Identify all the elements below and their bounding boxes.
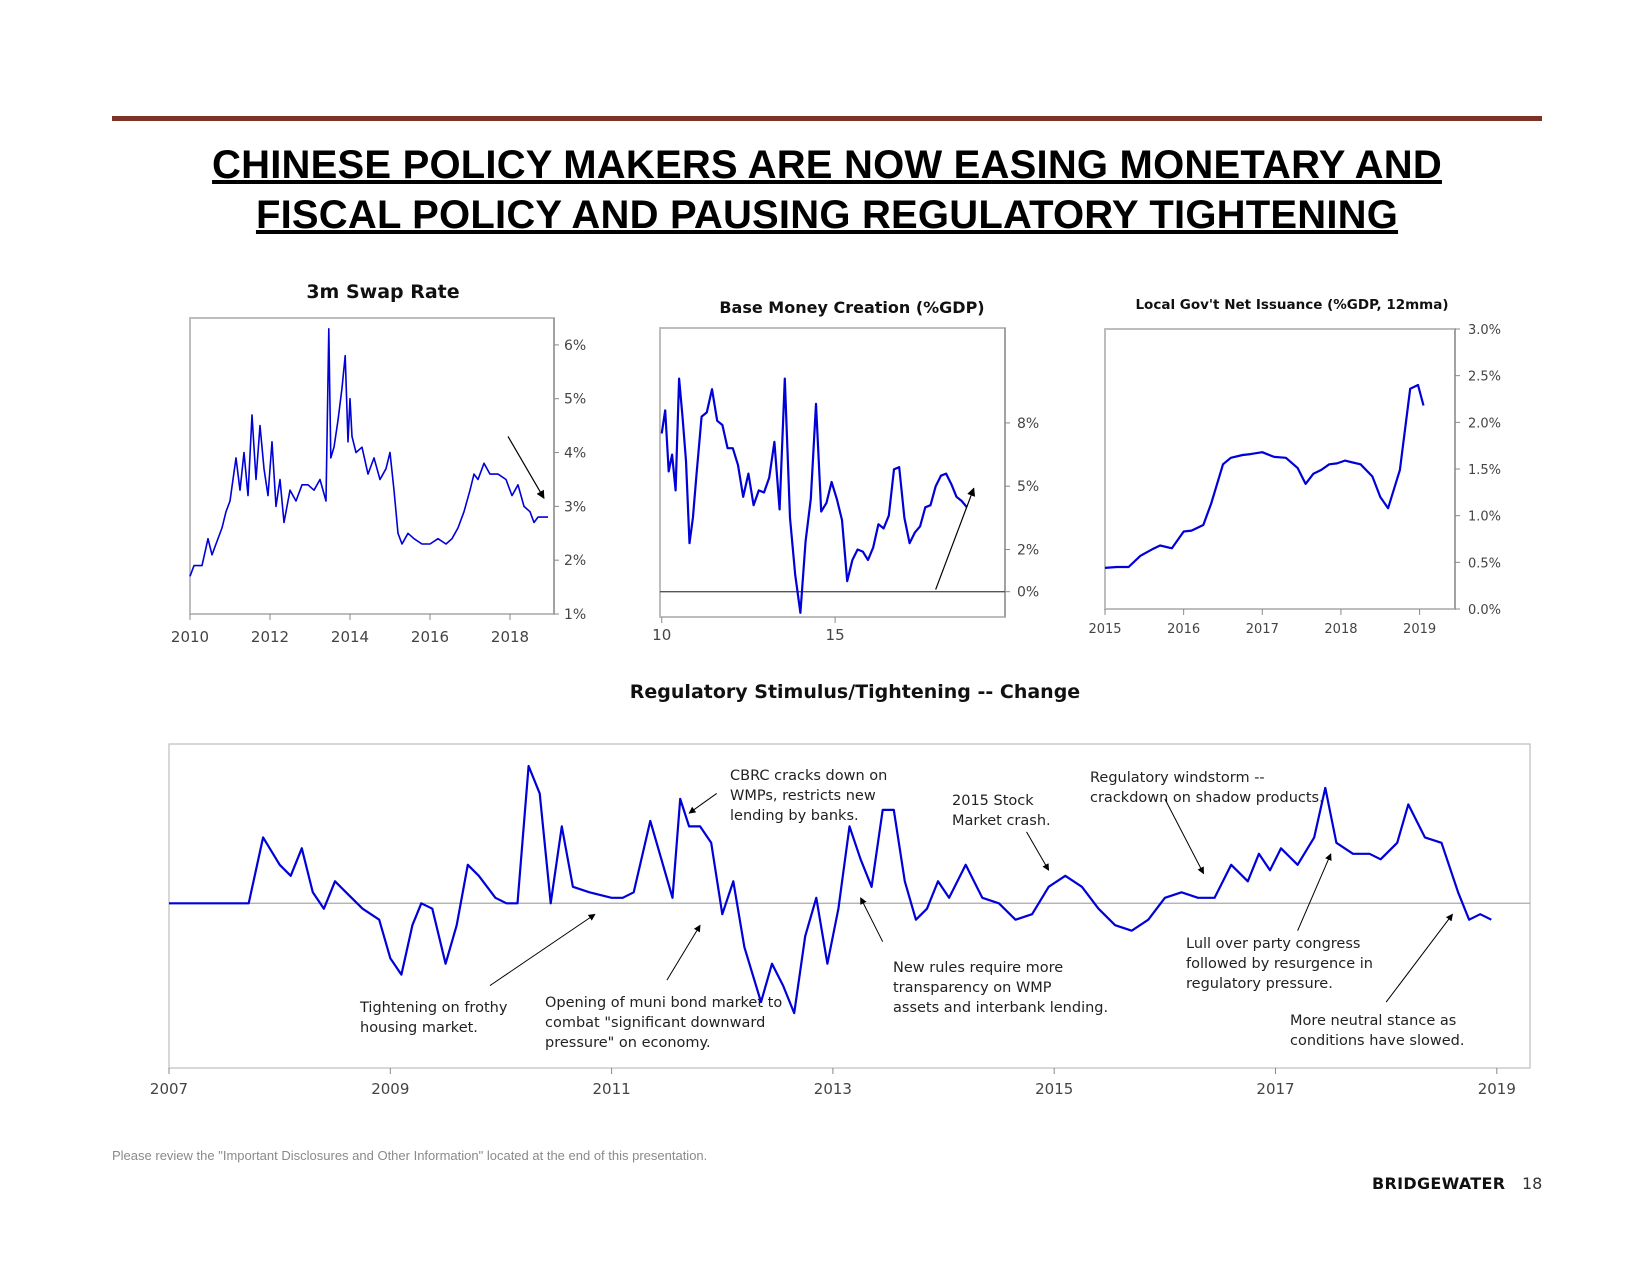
annotation-text: New rules require more (893, 960, 1063, 976)
base_money-frame (659, 327, 1006, 618)
regulatory-x-tick-label: 2019 (1478, 1080, 1516, 1098)
regulatory-x-tick-label: 2009 (371, 1080, 409, 1098)
annotation-arrow (1385, 913, 1453, 1003)
base_money-series-line (660, 377, 968, 614)
annotation-arrow (1164, 798, 1205, 875)
local_gov-title: Local Gov't Net Issuance (%GDP, 12mma) (1135, 297, 1448, 313)
swap-y-tick-label: 6% (564, 338, 586, 354)
swap-x-tick-label: 2018 (491, 628, 529, 646)
annotation-text: conditions have slowed. (1290, 1033, 1464, 1049)
local_gov-y-tick-label: 3.0% (1468, 323, 1501, 338)
base_money-y-tick-label: 5% (1017, 479, 1039, 495)
local_gov-x-tick-label: 2016 (1167, 622, 1200, 637)
local_gov-y-tick-label: 0.5% (1468, 556, 1501, 571)
annotation-text: assets and interbank lending. (893, 1000, 1108, 1016)
annotation-text: pressure" on economy. (545, 1035, 711, 1051)
swap-y-tick-label: 5% (564, 392, 586, 408)
regulatory-x-tick-label: 2015 (1035, 1080, 1073, 1098)
base_money-x-tick-label: 15 (826, 626, 845, 644)
annotation-arrow (688, 793, 718, 814)
swap-series-line (189, 327, 548, 577)
swap-x-tick-label: 2014 (331, 628, 369, 646)
header-rule (112, 116, 1542, 121)
local_gov-x-tick-label: 2018 (1324, 622, 1357, 637)
regulatory-x-tick-label: 2007 (150, 1080, 188, 1098)
annotation-arrow (1026, 831, 1050, 871)
regulatory-x-tick-label: 2013 (814, 1080, 852, 1098)
regulatory-series-line (169, 764, 1492, 1015)
local_gov-y-tick-label: 2.0% (1468, 416, 1501, 431)
bridgewater-logo: BRIDGEWATER (1372, 1174, 1506, 1193)
swap-y-tick-label: 2% (564, 553, 586, 569)
annotation-arrow (666, 924, 701, 981)
annotation-arrow (1297, 853, 1332, 931)
disclaimer-text: Please review the "Important Disclosures… (112, 1148, 708, 1163)
page-number: 18 (1522, 1174, 1543, 1193)
annotation-arrow (860, 897, 884, 942)
base_money-title: Base Money Creation (%GDP) (719, 298, 984, 317)
local_gov-x-tick-label: 2017 (1246, 622, 1279, 637)
base_money-x-tick-label: 10 (652, 626, 671, 644)
annotation-text: housing market. (360, 1020, 478, 1036)
annotation-text: regulatory pressure. (1186, 976, 1333, 992)
swap-chart: 3m Swap Rate 1% 2% 3% 4% 5% 6% 2010 2012 2014 2016… (171, 281, 586, 646)
annotation-text: WMPs, restricts new (730, 788, 876, 804)
base_money-chart: Base Money Creation (%GDP) 0% 2% 5% 8% 10 15 (652, 298, 1039, 644)
regulatory-title: Regulatory Stimulus/Tightening -- Change (630, 681, 1080, 703)
regulatory-chart: Regulatory Stimulus/Tightening -- Change… (150, 681, 1531, 1098)
annotation-arrow (489, 913, 596, 987)
regulatory-frame (168, 743, 1531, 1069)
local_gov-y-tick-label: 0.0% (1468, 603, 1501, 618)
swap-y-tick-label: 3% (564, 499, 586, 515)
local_gov-y-tick-label: 2.5% (1468, 370, 1501, 385)
annotation-text: Lull over party congress (1186, 936, 1360, 952)
swap-title: 3m Swap Rate (306, 281, 459, 303)
swap-y-tick-label: 4% (564, 446, 586, 462)
annotation-text: followed by resurgence in (1186, 956, 1373, 972)
annotation-text: Opening of muni bond market to (545, 995, 782, 1011)
regulatory-x-tick-label: 2017 (1256, 1080, 1294, 1098)
annotation-text: lending by banks. (730, 808, 859, 824)
local_gov-x-tick-label: 2019 (1403, 622, 1436, 637)
title-line-1: CHINESE POLICY MAKERS ARE NOW EASING MON… (212, 143, 1442, 187)
base_money-y-tick-label: 0% (1017, 585, 1039, 601)
annotation-text: combat "significant downward (545, 1015, 765, 1031)
annotation-text: 2015 Stock (952, 793, 1034, 809)
local_gov-series-line (1104, 383, 1425, 569)
local_gov-x-tick-label: 2015 (1088, 622, 1121, 637)
page-title: CHINESE POLICY MAKERS ARE NOW EASING MON… (112, 140, 1542, 240)
annotation-text: Market crash. (952, 813, 1051, 829)
swap-x-tick-label: 2016 (411, 628, 449, 646)
base_money-y-tick-label: 8% (1017, 416, 1039, 432)
annotation-text: transparency on WMP (893, 980, 1052, 996)
annotation-text: More neutral stance as (1290, 1013, 1456, 1029)
local_gov-frame (1104, 328, 1456, 610)
swap-y-tick-label: 1% (564, 607, 586, 623)
swap-arrow (507, 436, 545, 500)
swap-x-tick-label: 2012 (251, 628, 289, 646)
annotation-text: CBRC cracks down on (730, 768, 887, 784)
local_gov-y-tick-label: 1.5% (1468, 463, 1501, 478)
annotation-text: crackdown on shadow products. (1090, 790, 1324, 806)
annotation-text: Regulatory windstorm -- (1090, 770, 1265, 786)
local_gov-y-tick-label: 1.0% (1468, 510, 1501, 525)
local_gov-chart: Local Gov't Net Issuance (%GDP, 12mma) 0.… (1088, 297, 1501, 637)
annotation-text: Tightening on frothy (359, 1000, 508, 1016)
regulatory-x-tick-label: 2011 (593, 1080, 631, 1098)
base_money-arrow (935, 487, 976, 590)
base_money-y-tick-label: 2% (1017, 542, 1039, 558)
title-line-2: FISCAL POLICY AND PAUSING REGULATORY TIG… (255, 193, 1399, 237)
swap-x-tick-label: 2010 (171, 628, 209, 646)
